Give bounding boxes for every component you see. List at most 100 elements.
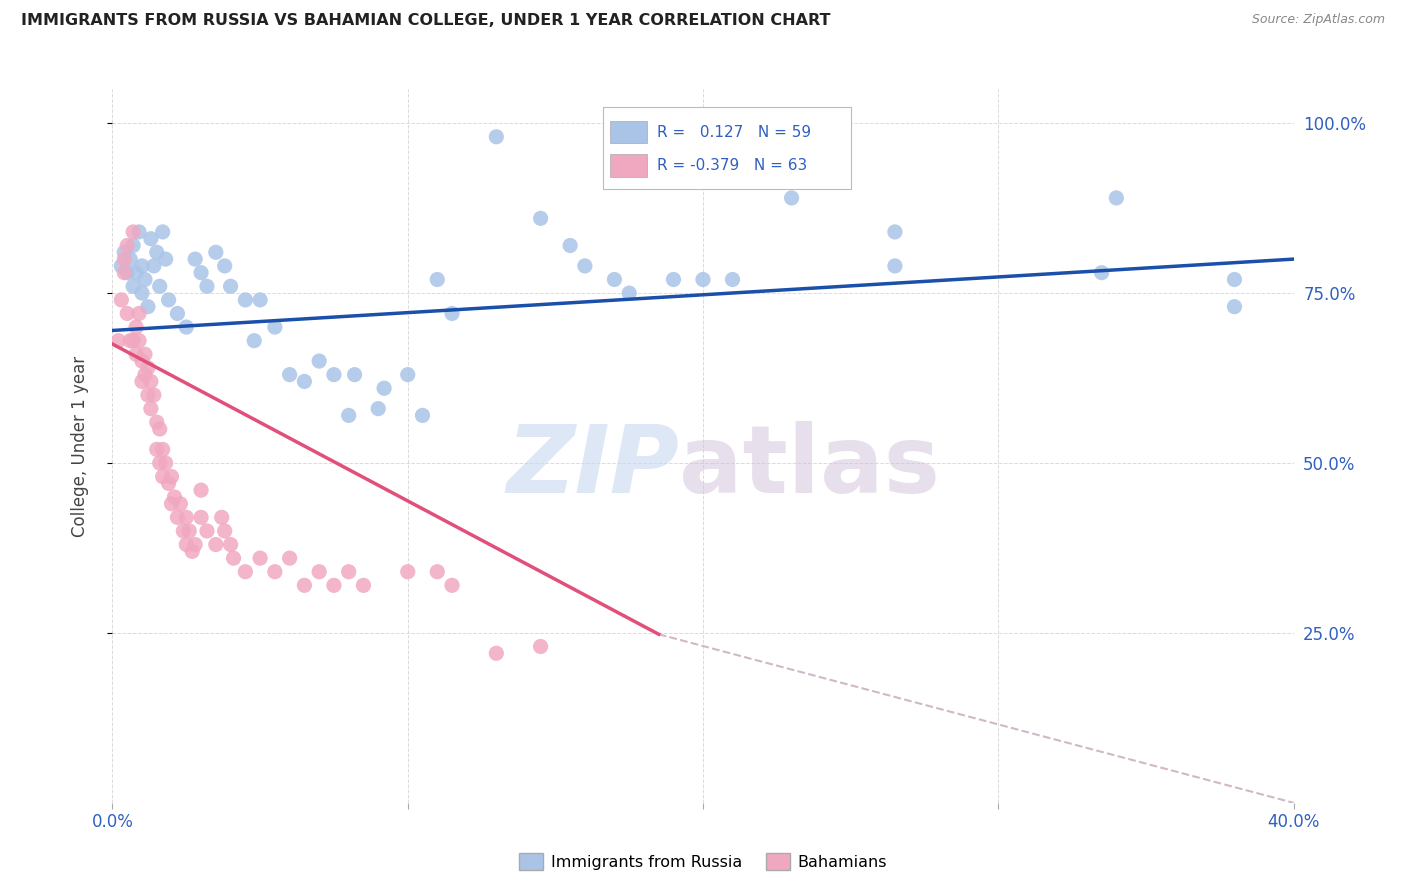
Point (426, 565, 449, 579)
Point (152, 469, 174, 483)
Point (441, 306, 464, 320)
Point (233, 565, 256, 579)
Point (190, 266, 212, 280)
Point (112, 266, 135, 280)
Point (441, 578, 464, 592)
Point (122, 238, 145, 252)
Point (396, 368, 419, 382)
Point (184, 252, 207, 266)
Point (160, 469, 183, 483)
Point (1091, 266, 1114, 280)
Point (292, 578, 315, 592)
Point (142, 259, 165, 273)
Point (125, 320, 148, 334)
Point (181, 544, 204, 558)
Point (205, 245, 228, 260)
Legend: Immigrants from Russia, Bahamians: Immigrants from Russia, Bahamians (512, 847, 894, 877)
Point (264, 565, 287, 579)
Point (343, 368, 366, 382)
Point (125, 266, 148, 280)
Point (222, 551, 245, 566)
Point (292, 375, 315, 389)
Point (122, 334, 145, 348)
Point (184, 537, 207, 551)
Point (179, 524, 201, 538)
Point (149, 279, 172, 293)
Point (278, 368, 301, 382)
Point (323, 368, 346, 382)
Point (780, 191, 803, 205)
Point (529, 640, 551, 654)
Point (142, 388, 165, 402)
Point (131, 259, 153, 273)
Point (278, 551, 301, 566)
Point (884, 259, 907, 273)
Point (157, 293, 180, 307)
Point (190, 510, 212, 524)
Point (174, 320, 197, 334)
Point (308, 565, 330, 579)
Point (337, 409, 360, 423)
Text: R = -0.379   N = 63: R = -0.379 N = 63 (657, 158, 807, 173)
Point (120, 252, 142, 266)
Text: IMMIGRANTS FROM RUSSIA VS BAHAMIAN COLLEGE, UNDER 1 YEAR CORRELATION CHART: IMMIGRANTS FROM RUSSIA VS BAHAMIAN COLLE… (21, 13, 831, 29)
Point (139, 401, 162, 416)
Point (195, 524, 218, 538)
Point (169, 497, 191, 511)
Y-axis label: College, Under 1 year: College, Under 1 year (70, 355, 89, 537)
Point (131, 354, 153, 368)
Point (219, 279, 242, 293)
Point (146, 442, 169, 457)
Point (128, 306, 150, 320)
Point (152, 442, 174, 457)
Point (485, 129, 508, 144)
Point (603, 272, 626, 286)
Point (308, 354, 330, 368)
FancyBboxPatch shape (610, 154, 648, 177)
Point (249, 293, 271, 307)
Point (219, 537, 242, 551)
Point (122, 279, 145, 293)
Point (131, 286, 153, 301)
Point (128, 225, 150, 239)
Point (112, 245, 135, 260)
Point (146, 245, 169, 260)
Point (157, 476, 180, 491)
Point (117, 306, 138, 320)
Point (146, 415, 169, 429)
Point (214, 524, 236, 538)
Point (166, 510, 188, 524)
Point (163, 490, 186, 504)
Point (214, 259, 236, 273)
Point (426, 272, 449, 286)
Point (323, 578, 346, 592)
Point (396, 565, 419, 579)
Point (155, 456, 177, 470)
Point (122, 225, 145, 239)
Point (134, 347, 156, 361)
Point (149, 456, 172, 470)
Point (574, 259, 596, 273)
Point (172, 524, 194, 538)
Point (243, 334, 266, 348)
Point (692, 272, 714, 286)
Point (367, 401, 389, 416)
Point (373, 381, 395, 395)
Point (139, 232, 162, 246)
Point (166, 306, 188, 320)
Point (120, 334, 142, 348)
Point (174, 537, 197, 551)
Point (174, 510, 197, 524)
Point (110, 259, 132, 273)
Point (211, 510, 233, 524)
Point (117, 266, 138, 280)
Point (1223, 300, 1246, 314)
Text: atlas: atlas (679, 421, 941, 514)
Point (155, 252, 177, 266)
Point (134, 368, 156, 382)
Text: R =   0.127   N = 59: R = 0.127 N = 59 (657, 125, 811, 139)
Point (352, 578, 374, 592)
Text: ZIP: ZIP (506, 421, 679, 514)
Point (136, 388, 159, 402)
Point (205, 537, 228, 551)
